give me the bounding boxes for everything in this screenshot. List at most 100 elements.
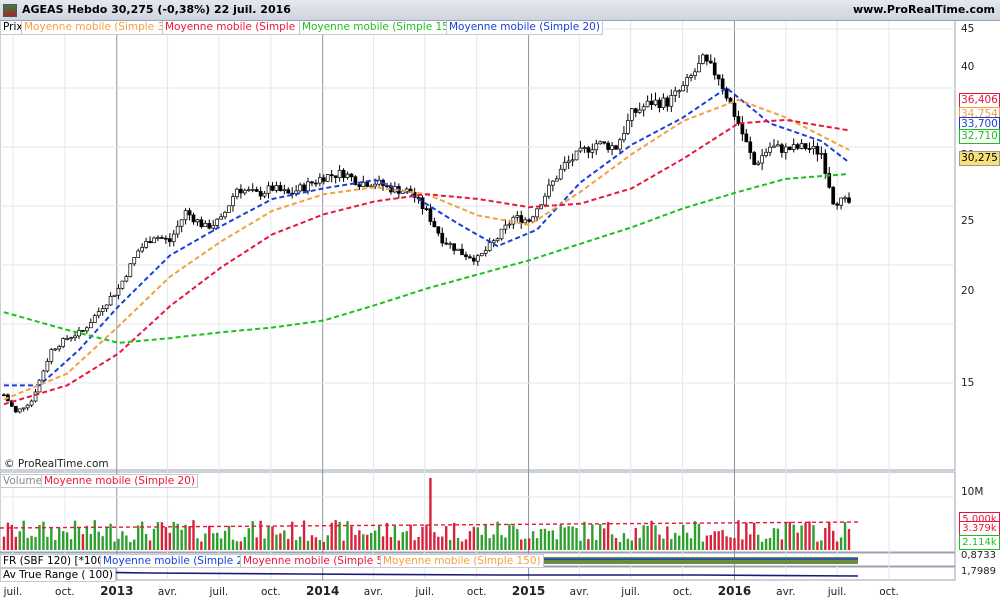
chart-icon bbox=[3, 4, 17, 17]
candle-body bbox=[594, 143, 599, 151]
candle-body bbox=[661, 97, 666, 108]
candle-body bbox=[562, 162, 567, 170]
volume-bar bbox=[215, 532, 219, 550]
candle-body bbox=[57, 346, 62, 350]
candle-body bbox=[92, 315, 97, 323]
y-tick-15: 15 bbox=[961, 377, 975, 389]
badge-volume-ma: 2.114k bbox=[959, 535, 1000, 550]
candle-body bbox=[606, 142, 610, 150]
candle-body bbox=[219, 216, 223, 220]
volume-bar bbox=[73, 520, 77, 550]
volume-bar bbox=[816, 541, 819, 550]
volume-bar bbox=[30, 535, 33, 550]
volume-bar bbox=[350, 526, 353, 550]
y-tick-20: 20 bbox=[961, 285, 975, 297]
volume-bar bbox=[326, 535, 329, 550]
legend-volume[interactable]: Volume bbox=[0, 474, 46, 488]
candle-body bbox=[329, 174, 334, 177]
candle-body bbox=[318, 177, 322, 184]
candle-body bbox=[760, 155, 764, 164]
volume-bar bbox=[97, 531, 100, 550]
volume-bar bbox=[381, 536, 385, 550]
candle-body bbox=[108, 296, 113, 306]
volume-bar bbox=[721, 530, 724, 550]
candle-body bbox=[472, 257, 476, 262]
volume-bar bbox=[709, 535, 712, 550]
legend-fr-ma50[interactable]: Moyenne mobile (Simple 50) bbox=[240, 554, 397, 568]
candle-body bbox=[171, 233, 176, 243]
volume-bar bbox=[342, 540, 345, 550]
candle-body bbox=[843, 197, 847, 200]
volume-bar bbox=[630, 540, 634, 550]
legend-prix[interactable]: Prix bbox=[0, 21, 26, 35]
volume-bar bbox=[421, 526, 424, 550]
candle-body bbox=[298, 184, 302, 192]
candle-body bbox=[550, 180, 555, 186]
candle-body bbox=[167, 238, 172, 243]
legend-fr[interactable]: FR (SBF 120) [*100] bbox=[0, 554, 111, 568]
candle-body bbox=[250, 189, 255, 191]
candle-body bbox=[345, 173, 350, 178]
candle-body bbox=[626, 120, 630, 134]
volume-bar bbox=[346, 521, 349, 550]
candle-body bbox=[795, 144, 800, 149]
candle-body bbox=[681, 85, 685, 92]
badge-price: 30,275 bbox=[959, 151, 1000, 166]
volume-bar bbox=[417, 536, 420, 550]
candle-body bbox=[274, 185, 279, 191]
candle-body bbox=[547, 184, 551, 197]
candle-body bbox=[716, 74, 721, 80]
x-tick-label: oct. bbox=[879, 586, 899, 598]
volume-bar bbox=[484, 525, 487, 550]
legend-fr-ma20[interactable]: Moyenne mobile (Simple 20) bbox=[100, 554, 257, 568]
volume-bar bbox=[204, 533, 207, 550]
candle-body bbox=[780, 144, 784, 153]
legend-volume-ma20[interactable]: Moyenne mobile (Simple 20) bbox=[41, 474, 198, 488]
volume-bar bbox=[776, 528, 780, 550]
volume-bar bbox=[626, 538, 630, 550]
candle-body bbox=[290, 192, 295, 195]
candle-body bbox=[633, 108, 638, 113]
x-tick-label: oct. bbox=[260, 586, 281, 598]
legend-atr[interactable]: Av True Range ( 100) bbox=[0, 568, 116, 582]
candle-body bbox=[756, 162, 761, 165]
legend-ma30[interactable]: Moyenne mobile (Simple 30) bbox=[21, 21, 178, 35]
legend-ma50[interactable]: Moyenne mobile (Simple 50) bbox=[162, 21, 319, 35]
candle-body bbox=[519, 215, 524, 224]
x-tick-label: juil. bbox=[415, 586, 435, 598]
volume-bar bbox=[385, 522, 389, 550]
volume-bar bbox=[674, 532, 677, 550]
volume-bar bbox=[792, 524, 795, 550]
volume-bar bbox=[745, 522, 748, 550]
candle-body bbox=[736, 116, 741, 125]
x-tick-label: 2015 bbox=[511, 584, 546, 598]
volume-bar bbox=[401, 532, 404, 550]
volume-bar bbox=[717, 531, 720, 550]
volume-bar bbox=[6, 522, 10, 550]
legend-fr-ma150[interactable]: Moyenne mobile (Simple 150) bbox=[380, 554, 544, 568]
legend-ma20[interactable]: Moyenne mobile (Simple 20) bbox=[446, 21, 603, 35]
candle-body bbox=[819, 152, 824, 155]
candle-body bbox=[456, 248, 460, 251]
volume-bar bbox=[591, 524, 594, 550]
candle-body bbox=[622, 133, 626, 141]
candle-body bbox=[602, 141, 607, 144]
candle-body bbox=[444, 242, 449, 245]
volume-bar bbox=[535, 538, 539, 550]
volume-bar bbox=[756, 534, 760, 550]
legend-ma150[interactable]: Moyenne mobile (Simple 150) bbox=[299, 21, 463, 35]
candle-body bbox=[578, 147, 583, 152]
site-link[interactable]: www.ProRealTime.com bbox=[852, 3, 995, 16]
candle-body bbox=[41, 370, 46, 381]
volume-bar bbox=[500, 535, 503, 550]
volume-bar bbox=[646, 525, 649, 550]
volume-bar bbox=[425, 524, 428, 550]
candle-body bbox=[144, 241, 148, 248]
volume-bar bbox=[800, 525, 803, 550]
volume-bar bbox=[504, 537, 507, 550]
candle-body bbox=[712, 62, 717, 76]
volume-bar bbox=[239, 541, 243, 550]
candle-body bbox=[511, 216, 516, 225]
volume-bar bbox=[105, 526, 108, 550]
candle-body bbox=[752, 152, 757, 165]
